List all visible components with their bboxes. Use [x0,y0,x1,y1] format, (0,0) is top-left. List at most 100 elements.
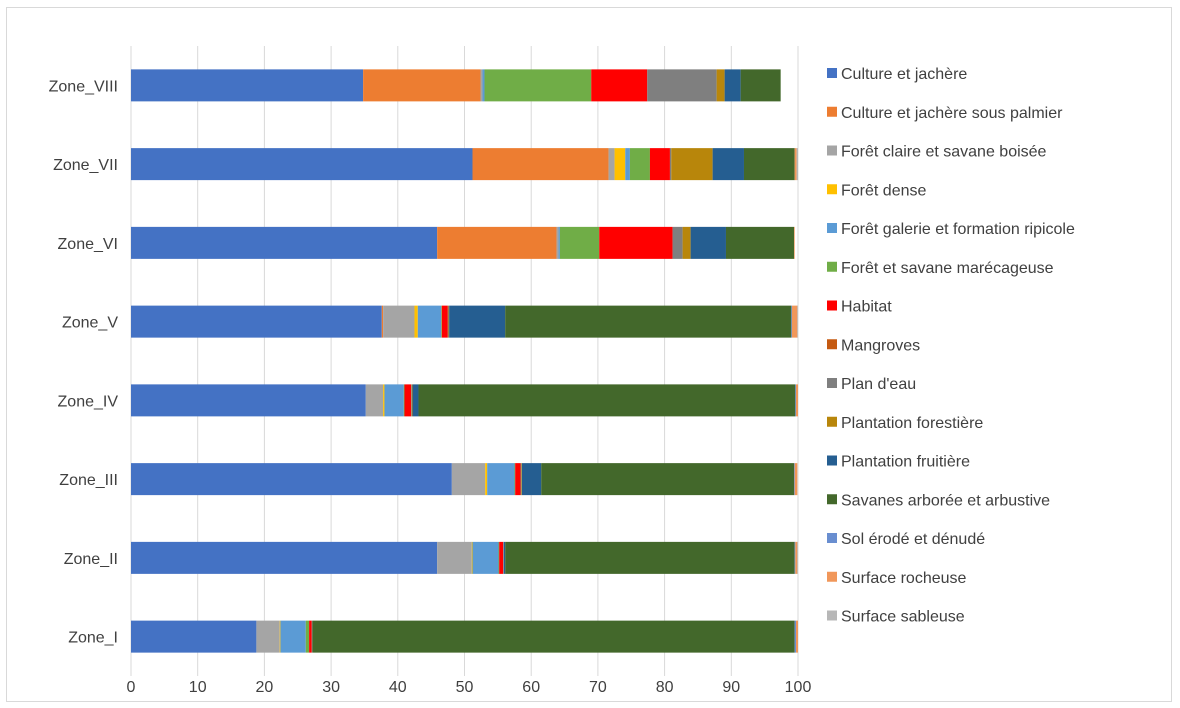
legend-label: Plantation fruitière [841,454,970,471]
bar-segment [131,226,438,259]
category-label: Zone_II [64,551,118,568]
bar-segment [418,384,796,417]
bar-segment [794,620,796,653]
bar-segment [521,463,542,496]
bar-segment [131,384,366,417]
legend-label: Forêt dense [841,182,926,199]
bar-segment [499,541,504,574]
bar-segment [794,463,798,496]
legend-label: Forêt et savane marécageuse [841,260,1054,277]
category-label: Zone_III [59,472,118,489]
bar-segment [383,384,385,417]
legend-swatch [827,184,837,195]
bar-segment [131,620,257,653]
bar-segment [625,148,630,181]
legend-label: Forêt galerie et formation ripicole [841,221,1075,238]
x-tick-label: 50 [456,679,474,696]
gridlines [130,46,799,676]
bar-segment [482,69,485,102]
legend-swatch [827,494,837,505]
legend-label: Culture et jachère sous palmier [841,105,1063,122]
bar-segment [791,305,792,338]
bar-segment [724,69,741,102]
bar-segment [417,305,442,338]
bar-segment [599,226,673,259]
bar-segment [558,226,560,259]
bar-segment [131,305,382,338]
bar-segment [797,305,798,338]
bar-segment [498,541,500,574]
bar-segment [131,148,473,181]
legend-swatch [827,145,837,156]
x-tick-label: 60 [522,679,540,696]
bar-segment [793,463,795,496]
legend-label: Plantation forestière [841,415,983,432]
bar-segment [365,384,384,417]
bar-segment [515,463,521,496]
bar-segment [279,620,281,653]
bar-segment [309,620,312,653]
bar-segment [796,148,798,181]
bar-segment [403,384,405,417]
bar-segment [647,69,717,102]
bar-segment [471,541,473,574]
bar-segment [384,384,404,417]
category-label: Zone_VIII [49,78,118,95]
bar-segment [795,384,798,417]
bar-segment [411,384,413,417]
legend-swatch [827,300,837,311]
bar-segment [480,69,483,102]
bar-segment [363,69,481,102]
legend-swatch [827,533,837,543]
bar-segment [725,226,794,259]
x-tick-label: 40 [389,679,407,696]
bar-segment [305,620,310,653]
bar-segment [795,384,796,417]
bar-segment [672,226,683,259]
bar-segment [716,69,725,102]
bar-segment [794,148,797,181]
category-label: Zone_VII [53,157,118,174]
bar-segment [556,226,559,259]
bar-segment [743,148,795,181]
bar-segment [131,541,438,574]
bar-segment [441,305,442,338]
bar-segment [485,463,488,496]
bar-segment [441,305,448,338]
bar-segment [447,305,449,338]
chart-frame: Zone_I Zone_II Zone_III Zone_IV Zone_V Zone_V… [6,7,1172,702]
bar-segment [740,69,781,102]
bar-segment [520,463,522,496]
legend-swatch [827,261,837,272]
category-labels: Zone_I Zone_II Zone_III Zone_IV Zone_V Zone_V… [49,78,119,646]
bar-segment [795,541,798,574]
x-tick-label: 70 [589,679,607,696]
bar-segment [312,620,795,653]
bar-segment [712,148,744,181]
category-label: Zone_IV [58,393,119,410]
bar-segment [311,620,313,653]
bar-segment [797,541,798,574]
legend-swatch [827,416,837,427]
bar-segment [649,148,670,181]
bar-segment [131,463,452,496]
bar-segment [411,384,412,417]
x-tick-label: 20 [256,679,274,696]
bar-segment [449,305,506,338]
bar-segment [614,148,626,181]
legend-label: Savanes arborée et arbustive [841,492,1050,509]
bar-segment [451,463,486,496]
bar-segment [412,384,419,417]
bar-segment [437,226,557,259]
bar-segment [503,541,504,574]
legend-label: Sol érodé et dénudé [841,531,985,548]
x-tick-label: 80 [656,679,674,696]
legend-label: Mangroves [841,337,920,354]
bar-segment [682,226,691,259]
legend-label: Plan d'eau [841,376,916,393]
bar-segment [381,305,384,338]
bar-segment [591,69,648,102]
x-tick-label: 90 [722,679,740,696]
bar-segment [521,463,522,496]
bar-segment [791,305,798,338]
